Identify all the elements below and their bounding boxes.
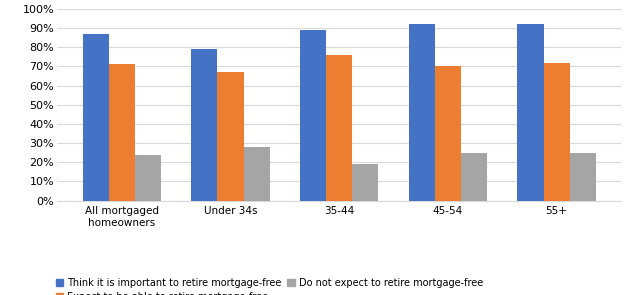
Bar bbox=[82, 34, 109, 201]
Bar bbox=[109, 65, 135, 201]
Bar bbox=[217, 72, 243, 201]
Bar bbox=[461, 153, 487, 201]
Bar bbox=[326, 55, 353, 201]
Bar bbox=[517, 24, 543, 201]
Bar bbox=[300, 30, 326, 201]
Bar bbox=[135, 155, 161, 201]
Bar bbox=[191, 49, 217, 201]
Bar bbox=[243, 147, 269, 201]
Bar bbox=[435, 66, 461, 201]
Bar bbox=[543, 63, 569, 201]
Bar bbox=[569, 153, 596, 201]
Bar bbox=[353, 164, 378, 201]
Bar bbox=[409, 24, 435, 201]
Legend: Think it is important to retire mortgage-free, Expect to be able to retire mortg: Think it is important to retire mortgage… bbox=[56, 278, 483, 295]
